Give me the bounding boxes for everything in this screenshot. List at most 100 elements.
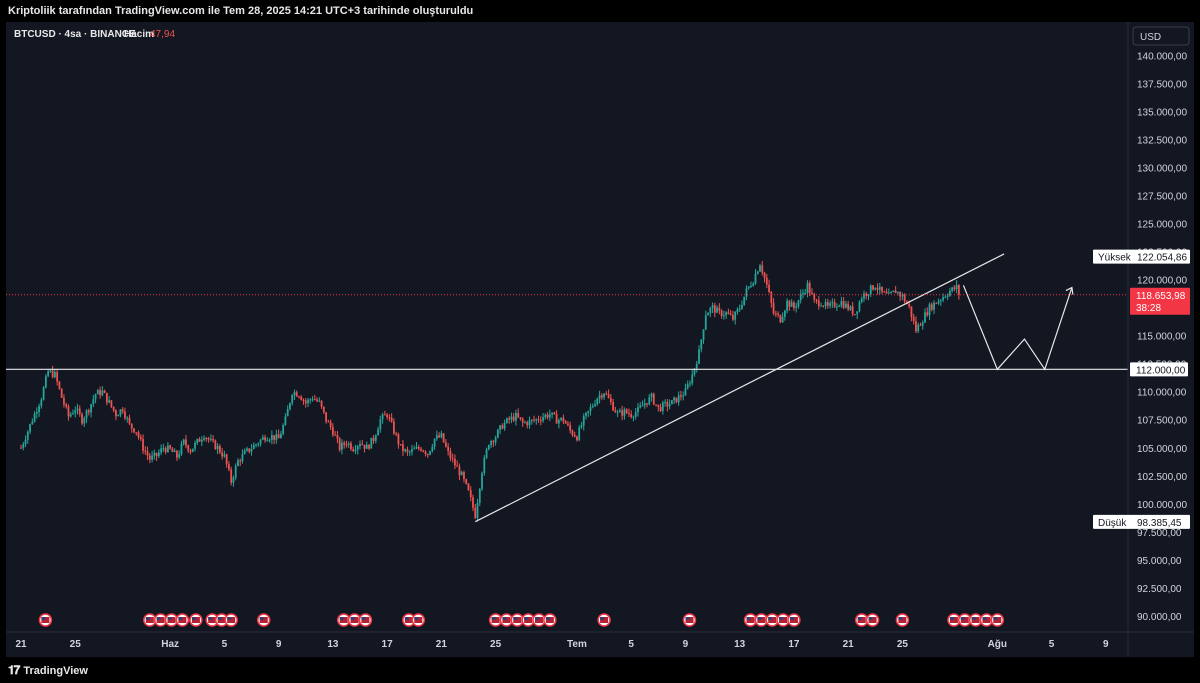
candle-body bbox=[750, 285, 752, 287]
candle-body bbox=[393, 421, 395, 434]
x-tick-label: 21 bbox=[15, 639, 27, 650]
candle-body bbox=[463, 471, 465, 480]
candle-body bbox=[153, 452, 156, 456]
candle-body bbox=[162, 448, 165, 450]
candle-body bbox=[65, 404, 68, 407]
candle-body bbox=[702, 329, 705, 340]
candle-body bbox=[865, 293, 868, 296]
price-tags-layer: 112.000,00 Yüksek 122.054,86 Düşük 98.385,45… bbox=[1093, 249, 1190, 529]
candle-body bbox=[415, 446, 418, 449]
projection-path bbox=[962, 285, 1073, 371]
candle-body bbox=[659, 407, 662, 411]
candle-body bbox=[826, 302, 829, 306]
candle-body bbox=[194, 442, 196, 449]
candle-body bbox=[456, 465, 459, 467]
time-axis[interactable]: 21 25 Haz 5 9 13 17 21 25 Tem 5 9 13 17 21 25 Ağu 5 9 bbox=[15, 639, 1109, 650]
candle-body bbox=[600, 395, 603, 398]
candle-body bbox=[752, 283, 755, 286]
candle-body bbox=[243, 450, 246, 454]
candle-body bbox=[704, 315, 707, 330]
candle-body bbox=[797, 300, 800, 307]
y-tick-label: 105.000,00 bbox=[1137, 444, 1187, 455]
chart-frame[interactable] bbox=[6, 22, 1194, 657]
flag-canton bbox=[600, 617, 605, 620]
candle-body bbox=[196, 439, 199, 443]
candle-body bbox=[485, 449, 488, 458]
candle-body bbox=[94, 394, 97, 400]
candle-body bbox=[813, 294, 816, 300]
candle-body bbox=[144, 450, 147, 452]
candle-body bbox=[926, 312, 929, 316]
candle-body bbox=[237, 460, 239, 467]
candle-body bbox=[885, 291, 888, 294]
candle-body bbox=[454, 458, 456, 466]
y-tick-label: 92.500,00 bbox=[1137, 584, 1182, 595]
candle-body bbox=[115, 410, 117, 417]
candle-body bbox=[537, 419, 540, 421]
candle-body bbox=[420, 448, 422, 451]
countdown-timer: 38:28 bbox=[1136, 303, 1161, 314]
candle-body bbox=[182, 439, 185, 444]
candle-body bbox=[598, 395, 601, 399]
candle-body bbox=[709, 308, 712, 314]
candle-body bbox=[772, 302, 775, 314]
candle-body bbox=[501, 425, 504, 429]
candle-body bbox=[946, 295, 949, 297]
candle-body bbox=[286, 408, 289, 417]
chart-legend-symbol[interactable]: BTCUSD · 4sa · BINANCE bbox=[14, 29, 136, 40]
candle-body bbox=[539, 420, 542, 422]
candle-body bbox=[894, 290, 897, 294]
x-tick-label: Ağu bbox=[988, 639, 1007, 650]
level-price-tag: 112.000,00 bbox=[1136, 365, 1186, 376]
candle-body bbox=[284, 416, 287, 426]
candle-body bbox=[24, 439, 27, 445]
candle-body bbox=[560, 417, 563, 420]
currency-button[interactable] bbox=[1132, 26, 1190, 46]
candle-body bbox=[386, 414, 389, 418]
candle-body bbox=[890, 292, 892, 294]
candle-body bbox=[458, 466, 461, 476]
candle-body bbox=[783, 310, 786, 317]
candle-body bbox=[605, 393, 608, 395]
candle-body bbox=[481, 473, 483, 489]
candle-body bbox=[275, 434, 278, 440]
flag-canton bbox=[41, 617, 46, 620]
flag-canton bbox=[208, 617, 213, 620]
candle-body bbox=[74, 410, 77, 414]
candle-body bbox=[860, 298, 863, 302]
candle-body bbox=[277, 434, 280, 439]
price-axis[interactable]: 140.000,00 137.500,00 135.000,00 132.500,00… bbox=[6, 22, 1194, 657]
candle-body bbox=[953, 287, 956, 290]
candle-body bbox=[517, 413, 520, 418]
y-tick-label: 120.000,00 bbox=[1137, 276, 1187, 287]
candle-body bbox=[216, 445, 219, 450]
candle-body bbox=[87, 410, 90, 413]
flag-canton bbox=[167, 617, 172, 620]
candle-body bbox=[309, 399, 312, 401]
flag-canton bbox=[779, 617, 784, 620]
tradingview-brand[interactable]: 𝟏𝟕 TradingView bbox=[8, 663, 88, 678]
flag-canton bbox=[361, 617, 366, 620]
candle-body bbox=[318, 400, 321, 402]
candle-body bbox=[736, 309, 739, 312]
candle-body bbox=[734, 311, 737, 320]
flag-canton bbox=[491, 617, 496, 620]
candle-body bbox=[44, 376, 47, 388]
candle-body bbox=[779, 314, 782, 323]
candle-body bbox=[96, 390, 99, 395]
candle-body bbox=[643, 403, 646, 406]
candle-body bbox=[948, 290, 951, 296]
candle-body bbox=[876, 288, 879, 290]
attribution-bar: Kriptoliik tarafından TradingView.com il… bbox=[0, 0, 1200, 22]
candle-body bbox=[336, 434, 339, 439]
currency-label[interactable]: USD bbox=[1140, 32, 1161, 43]
candle-body bbox=[661, 402, 664, 411]
candle-body bbox=[817, 300, 820, 306]
candle-body bbox=[223, 454, 226, 457]
y-tick-label: 130.000,00 bbox=[1137, 164, 1187, 175]
trendline bbox=[474, 253, 1005, 523]
candle-body bbox=[637, 407, 639, 413]
candle-body bbox=[829, 303, 831, 306]
candle-body bbox=[614, 410, 617, 413]
